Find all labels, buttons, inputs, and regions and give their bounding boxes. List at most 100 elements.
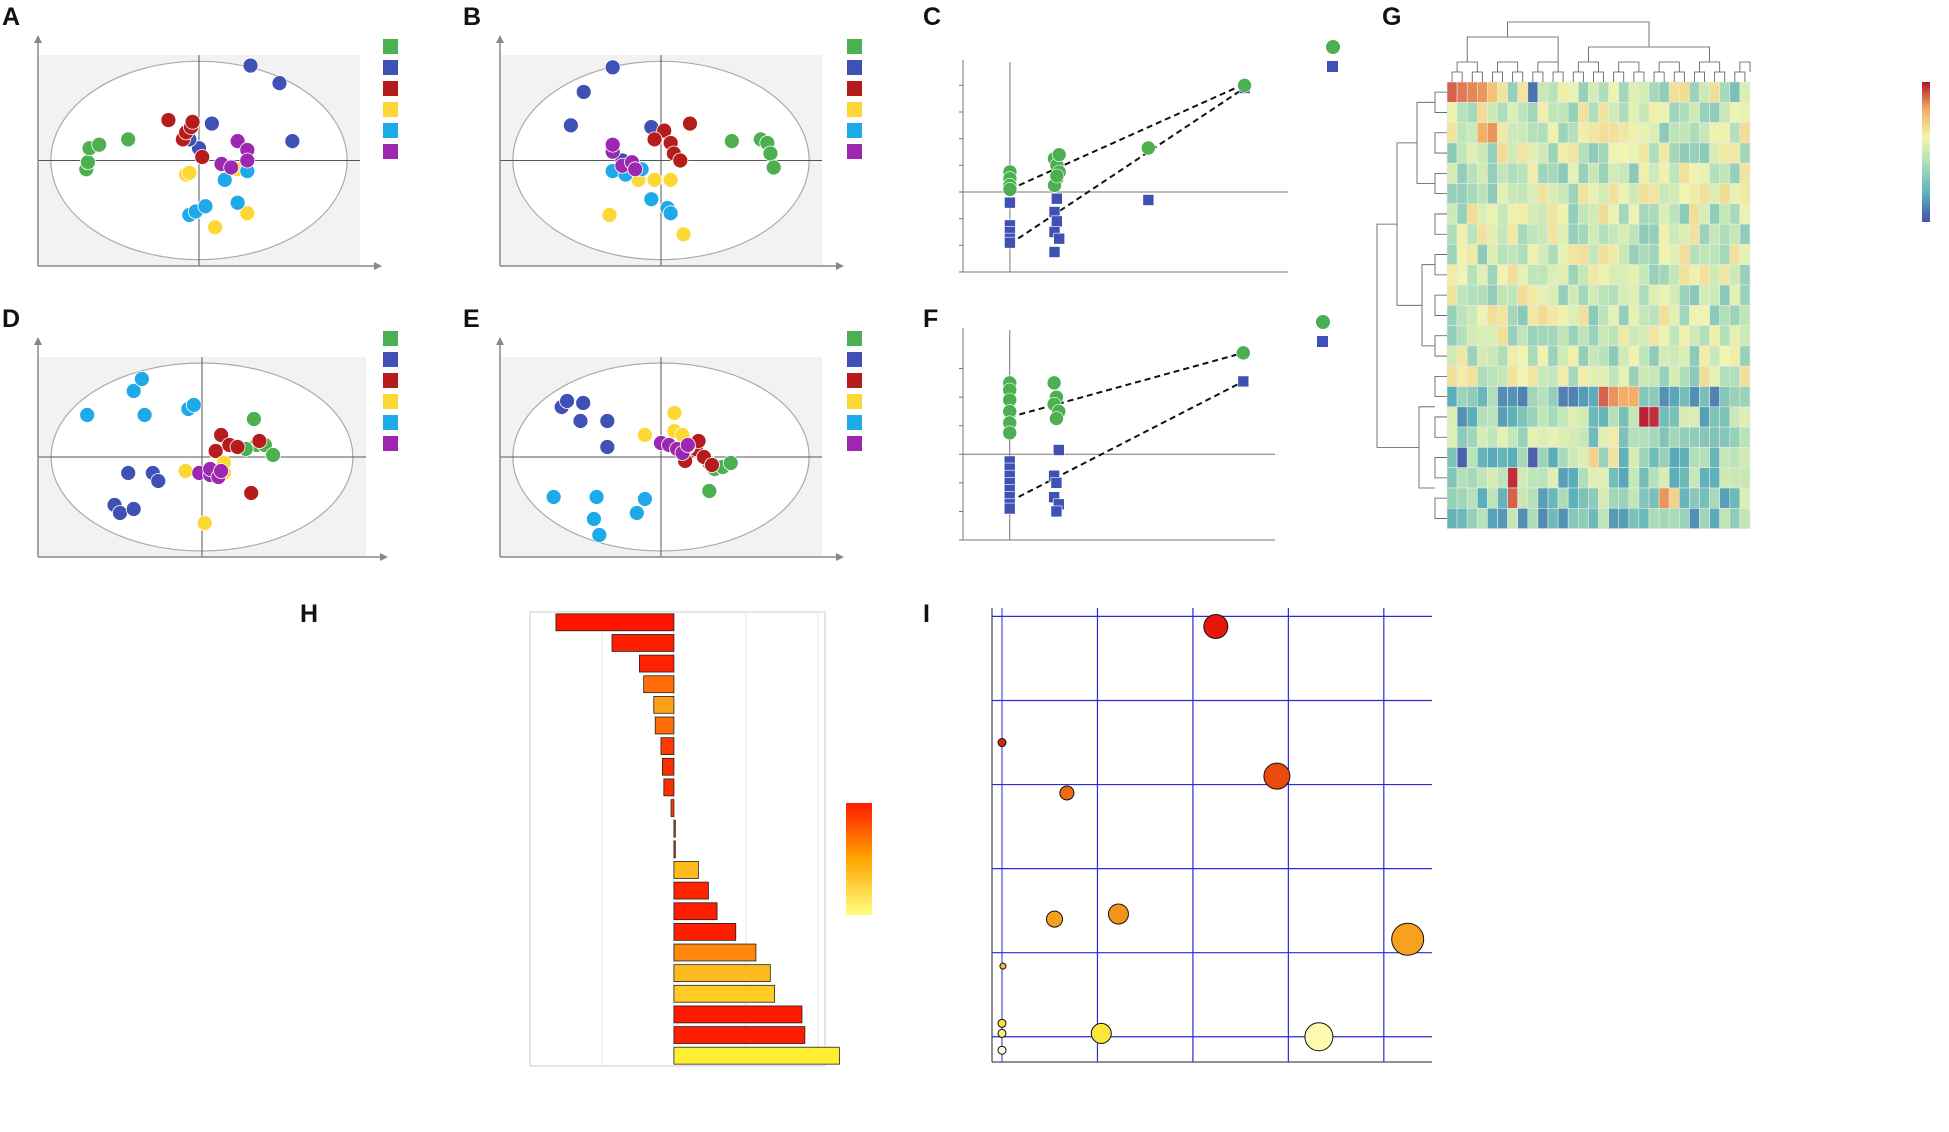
heatmap-cell xyxy=(1466,122,1478,144)
heatmap-cell xyxy=(1537,447,1549,468)
heatmap-cell xyxy=(1578,183,1589,205)
heatmap-cell xyxy=(1719,467,1731,489)
heatmap-cell xyxy=(1638,426,1650,448)
legend-swatch-control xyxy=(847,331,862,346)
heatmap-cell xyxy=(1658,203,1670,225)
heatmap-cell xyxy=(1709,102,1720,123)
heatmap-cell xyxy=(1628,203,1640,225)
heatmap-cell xyxy=(1719,102,1731,123)
r2-point xyxy=(1141,140,1156,156)
bar xyxy=(653,696,675,714)
heatmap-cell xyxy=(1527,365,1539,387)
bar xyxy=(673,923,737,941)
data-point-ca-l xyxy=(216,171,233,188)
heatmap-cell xyxy=(1547,223,1559,245)
heatmap-cell xyxy=(1588,447,1599,468)
heatmap-cell xyxy=(1446,244,1458,265)
heatmap-cell xyxy=(1527,183,1539,205)
heatmap-cell xyxy=(1608,264,1619,286)
bar xyxy=(673,1026,806,1044)
heatmap-cell xyxy=(1648,507,1660,529)
heatmap-cell xyxy=(1668,426,1680,448)
heatmap-cell xyxy=(1628,81,1640,103)
heatmap-cell xyxy=(1487,325,1498,347)
heatmap-cell xyxy=(1679,386,1690,408)
heatmap-cell xyxy=(1527,244,1539,265)
row-dendrogram xyxy=(1376,91,1447,519)
heatmap-cell xyxy=(1537,264,1549,286)
data-point-model xyxy=(203,115,220,132)
heatmap-cell xyxy=(1497,162,1508,184)
heatmap-cell xyxy=(1648,122,1660,144)
q2-point xyxy=(1004,236,1016,249)
heatmap-cell xyxy=(1477,203,1488,225)
data-point-ca-h xyxy=(207,443,224,459)
heatmap-cell xyxy=(1618,264,1630,286)
heatmap-cell xyxy=(1638,264,1650,286)
panel-a xyxy=(34,35,398,270)
data-point-ca-l xyxy=(591,527,608,543)
heatmap-cell xyxy=(1527,386,1539,408)
heatmap-cell xyxy=(1487,81,1498,103)
heatmap-cell xyxy=(1699,142,1710,164)
heatmap-cell xyxy=(1709,365,1720,387)
heatmap-cell xyxy=(1557,264,1569,286)
heatmap-cell xyxy=(1608,162,1619,184)
data-point-ca-l xyxy=(136,407,153,423)
heatmap-cell xyxy=(1689,102,1700,123)
r2-point xyxy=(1236,345,1251,361)
data-point-qc xyxy=(213,463,230,479)
heatmap-cell xyxy=(1557,447,1569,468)
heatmap-cell xyxy=(1709,325,1720,347)
heatmap-cell xyxy=(1719,426,1731,448)
heatmap-cell xyxy=(1689,183,1700,205)
data-point-ca-m xyxy=(666,405,683,421)
heatmap-cell xyxy=(1729,102,1741,123)
heatmap-cell xyxy=(1567,284,1579,306)
heatmap-cell xyxy=(1709,507,1720,529)
legend-swatch-control xyxy=(847,39,862,54)
data-point-control xyxy=(722,455,739,471)
data-point-control xyxy=(265,447,281,463)
heatmap-cell xyxy=(1628,162,1640,184)
heatmap-cell xyxy=(1679,122,1690,144)
heatmap-cell xyxy=(1719,244,1731,265)
heatmap-cell xyxy=(1608,386,1619,408)
pathway-bubble xyxy=(1107,903,1129,925)
data-point-ca-m xyxy=(207,219,224,236)
heatmap-cell xyxy=(1648,406,1660,428)
heatmap-cell xyxy=(1689,203,1700,225)
heatmap-cell xyxy=(1477,487,1488,509)
heatmap-cell xyxy=(1719,203,1731,225)
heatmap-cell xyxy=(1477,142,1488,164)
heatmap-cell xyxy=(1507,102,1518,123)
heatmap-cell xyxy=(1507,365,1518,387)
heatmap-cell xyxy=(1487,487,1498,509)
heatmap-cell xyxy=(1658,284,1670,306)
heatmap-cell xyxy=(1456,325,1468,347)
heatmap-cell xyxy=(1679,81,1690,103)
heatmap-cell xyxy=(1618,102,1630,123)
heatmap-cell xyxy=(1547,162,1559,184)
heatmap-cell xyxy=(1598,102,1609,123)
panel-label-g: G xyxy=(1382,3,1401,31)
heatmap-cell xyxy=(1679,406,1690,428)
heatmap-cell xyxy=(1699,345,1710,367)
heatmap-cell xyxy=(1699,122,1710,144)
heatmap-cell xyxy=(1567,304,1579,326)
heatmap-cell xyxy=(1487,102,1498,123)
heatmap-cell xyxy=(1679,325,1690,347)
heatmap-cell xyxy=(1466,325,1478,347)
r2-regression-line xyxy=(1009,83,1245,191)
data-point-model xyxy=(125,501,142,517)
heatmap-cell xyxy=(1497,447,1508,468)
heatmap-cell xyxy=(1658,487,1670,509)
heatmap-cell xyxy=(1729,447,1741,468)
heatmap-cell xyxy=(1729,284,1741,306)
heatmap-cell xyxy=(1578,304,1589,326)
heatmap-cell xyxy=(1487,183,1498,205)
heatmap-cell xyxy=(1699,162,1710,184)
heatmap-cell xyxy=(1608,507,1619,529)
r2-point xyxy=(1046,375,1062,391)
heatmap-cell xyxy=(1638,183,1650,205)
